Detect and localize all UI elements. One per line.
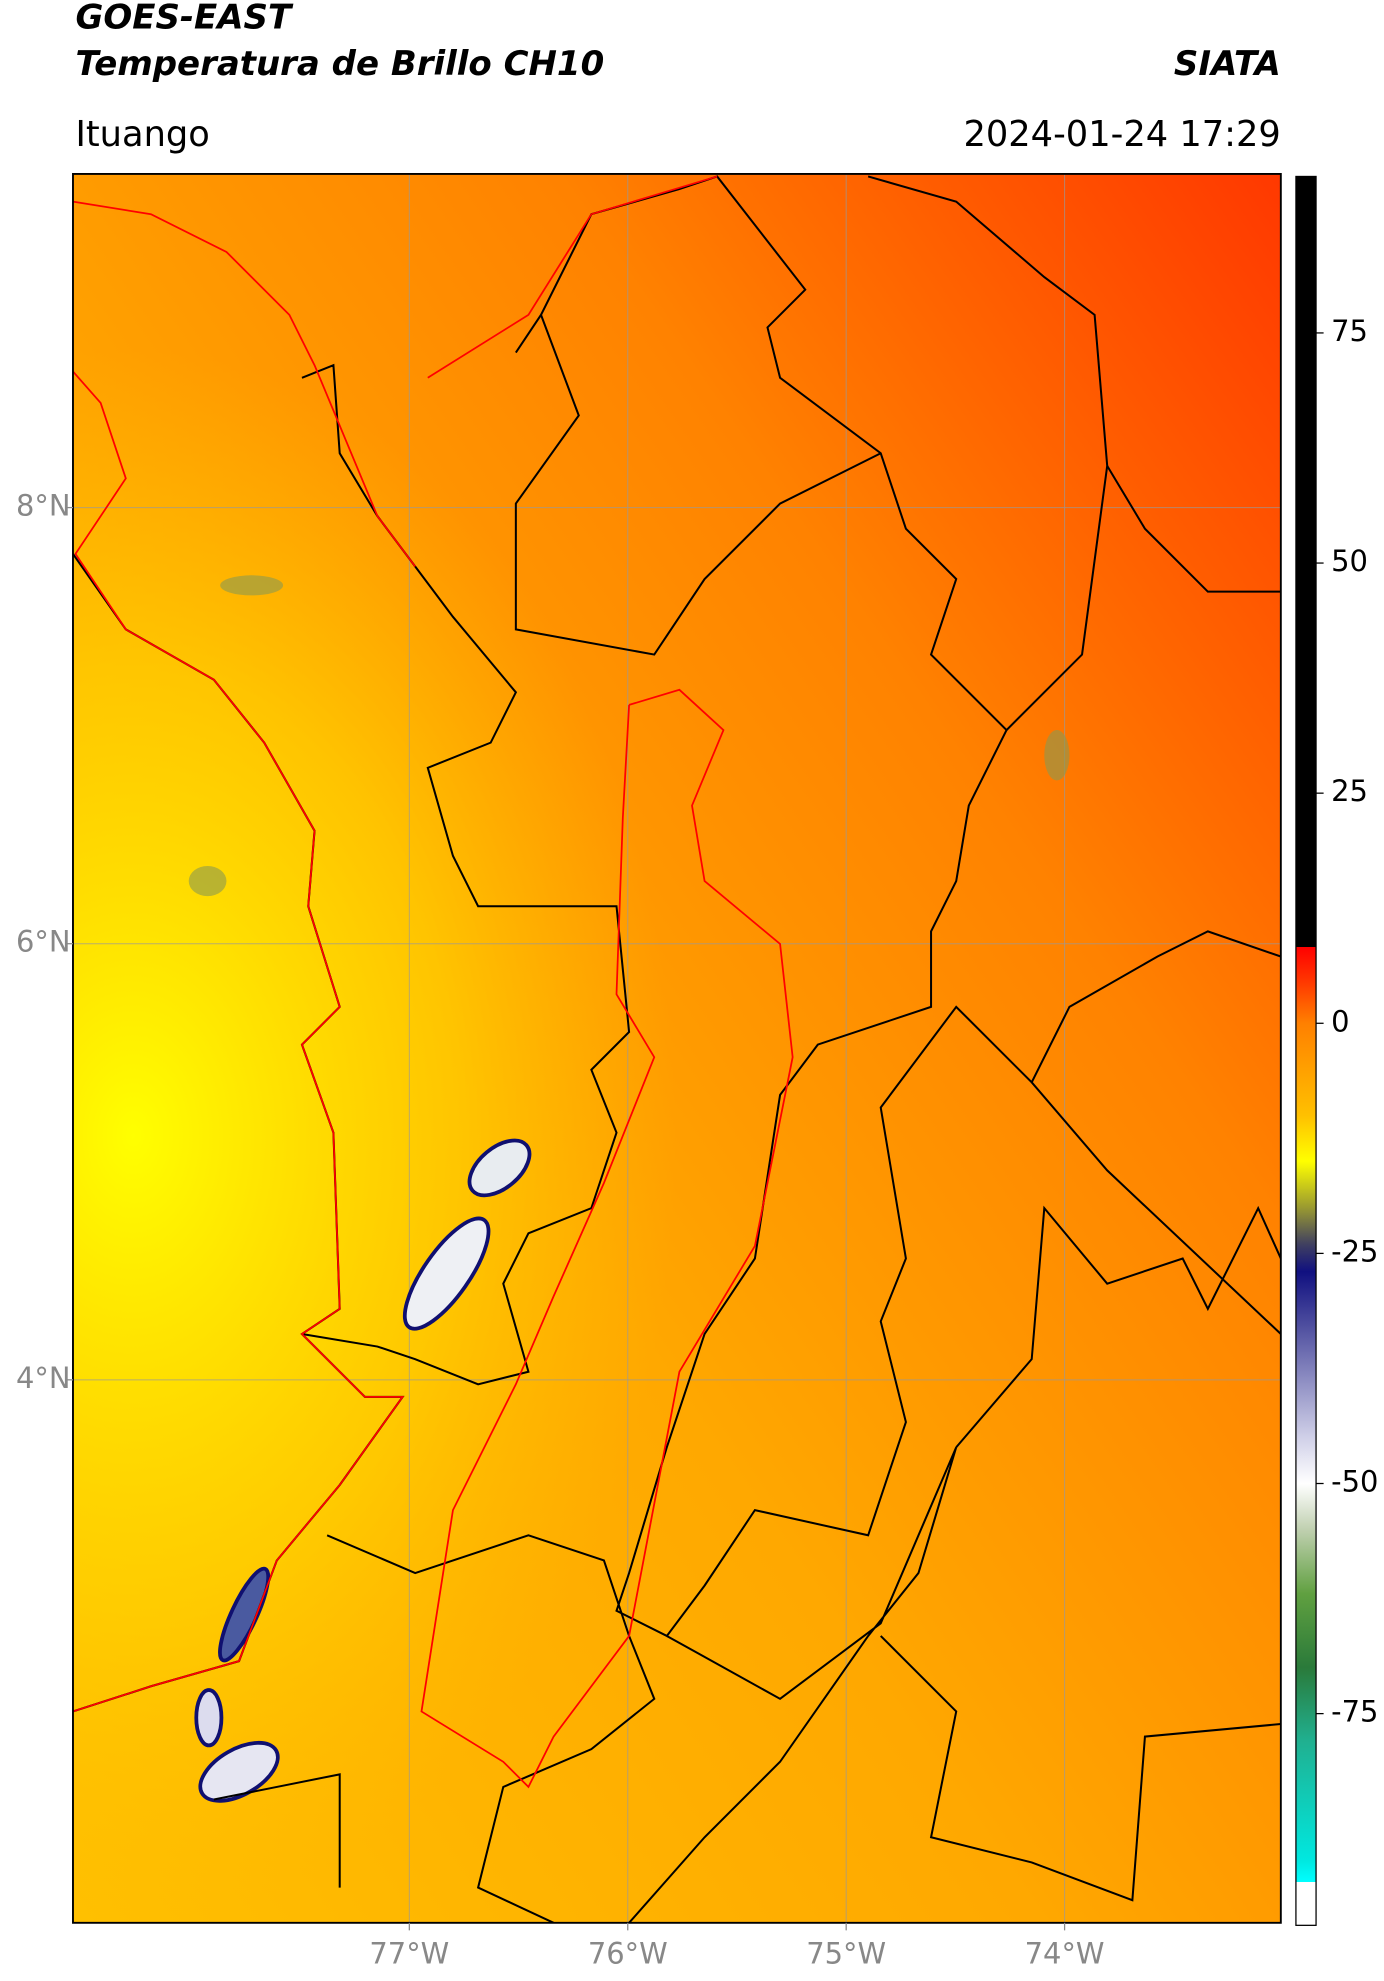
colorbar-tick-label: 50 bbox=[1331, 544, 1368, 578]
y-tick-label: 8°N bbox=[16, 489, 71, 523]
y-tick-label: 6°N bbox=[16, 925, 71, 959]
border bbox=[955, 1205, 1281, 1448]
warm-clouds bbox=[188, 575, 1070, 897]
colorbar-tick-label: 75 bbox=[1331, 314, 1368, 348]
border bbox=[615, 729, 1281, 1638]
clouds bbox=[194, 1138, 532, 1803]
border bbox=[1030, 930, 1281, 1083]
map-layer bbox=[72, 173, 1281, 1923]
cloud bbox=[467, 1138, 532, 1198]
colorbar-tick-label: 25 bbox=[1331, 774, 1368, 808]
border bbox=[880, 1635, 1281, 1902]
basin-outline bbox=[420, 688, 794, 1789]
coast-outline bbox=[72, 370, 405, 1713]
subtitle: Temperatura de Brillo CH10 bbox=[75, 44, 604, 84]
cloud-patch bbox=[220, 575, 284, 596]
coast-outline bbox=[72, 200, 416, 568]
axes: 77°W 76°W 75°W 74°W 8°N 6°N 4°N bbox=[16, 489, 1105, 1971]
x-tick-label: 74°W bbox=[1025, 1937, 1105, 1971]
colorbar-tick-label: 0 bbox=[1331, 1004, 1349, 1038]
colorbar-tick-label: -50 bbox=[1331, 1465, 1378, 1499]
cloud-patch bbox=[188, 865, 227, 897]
border bbox=[515, 175, 1109, 732]
x-tick-label: 75°W bbox=[806, 1937, 886, 1971]
x-tick-label: 76°W bbox=[588, 1937, 668, 1971]
colorbar bbox=[1295, 175, 1317, 1926]
source: SIATA bbox=[1174, 44, 1281, 84]
grid bbox=[72, 173, 1281, 1923]
cloud-patch bbox=[1044, 730, 1070, 781]
coast-outline bbox=[427, 175, 718, 379]
border bbox=[628, 1446, 958, 1923]
border bbox=[1106, 465, 1281, 593]
location: Ituango bbox=[75, 114, 209, 155]
border bbox=[213, 1773, 341, 1888]
map-warm-area bbox=[72, 173, 1281, 1923]
cloud bbox=[402, 1216, 491, 1331]
timestamp: 2024-01-24 17:29 bbox=[963, 114, 1280, 155]
red-outlines bbox=[72, 175, 794, 1789]
cloud bbox=[194, 1688, 224, 1748]
y-tick-label: 4°N bbox=[16, 1361, 71, 1395]
map-frame bbox=[72, 172, 1282, 1924]
title: GOES-EAST bbox=[75, 0, 293, 38]
x-tick-label: 77°W bbox=[369, 1937, 449, 1971]
border bbox=[326, 1534, 656, 1923]
colorbar-tick-label: -75 bbox=[1331, 1695, 1378, 1729]
border bbox=[514, 314, 882, 656]
colorbar-tick-label: -25 bbox=[1331, 1234, 1378, 1268]
colorbar-ticks: 75 50 25 0 -25 -50 -75 bbox=[1316, 314, 1378, 1729]
